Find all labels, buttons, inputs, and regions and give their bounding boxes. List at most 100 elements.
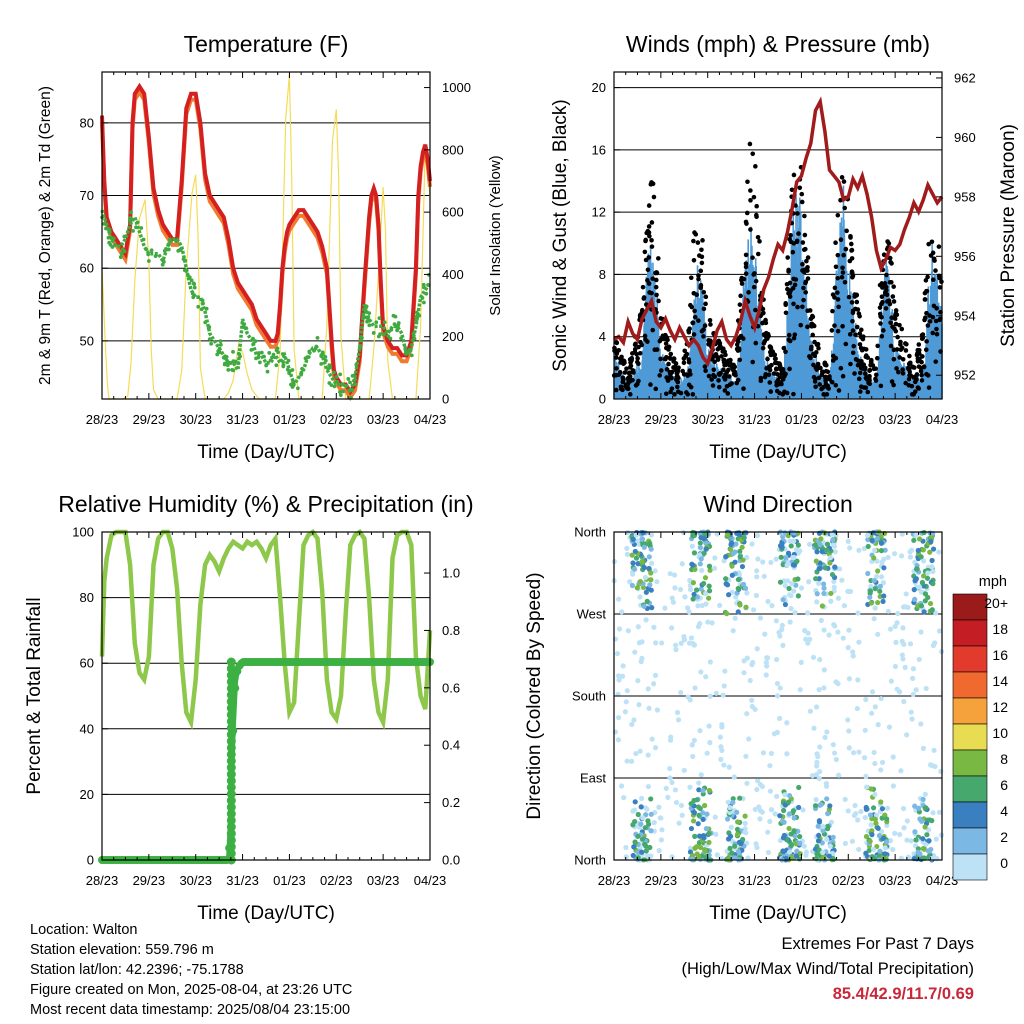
direction-point — [814, 759, 820, 765]
direction-point — [893, 639, 899, 645]
direction-point — [863, 850, 869, 856]
direction-point — [695, 804, 702, 810]
gust-point — [739, 281, 745, 286]
direction-point — [623, 844, 629, 851]
direction-point — [884, 816, 890, 822]
y-tick-label-right: 0.4 — [442, 738, 460, 753]
dewpoint-point — [343, 383, 348, 388]
direction-point — [669, 625, 675, 631]
gust-point — [917, 356, 922, 362]
direction-point — [871, 749, 877, 756]
direction-point — [785, 799, 792, 805]
gust-point — [888, 280, 894, 285]
dewpoint-point — [251, 336, 255, 341]
dewpoint-point — [190, 291, 195, 296]
direction-point — [678, 802, 685, 809]
dewpoint-point — [295, 386, 300, 391]
direction-point — [616, 677, 622, 683]
gust-point — [889, 315, 894, 321]
direction-point — [897, 831, 903, 838]
gust-point — [877, 305, 883, 310]
direction-point — [784, 751, 790, 757]
direction-point — [929, 557, 935, 564]
direction-point — [701, 847, 708, 853]
gust-point — [658, 316, 664, 321]
direction-point — [647, 582, 653, 588]
direction-point — [786, 825, 792, 832]
direction-point — [835, 629, 841, 635]
gust-point — [933, 318, 939, 324]
gust-point — [792, 332, 798, 337]
direction-point — [780, 835, 787, 841]
direction-point — [641, 603, 647, 609]
dewpoint-point — [341, 389, 345, 394]
direction-point — [632, 649, 638, 655]
precip-point — [226, 697, 236, 707]
dewpoint-line — [100, 209, 432, 396]
direction-point — [780, 642, 786, 649]
gust-point — [760, 320, 765, 326]
direction-point — [865, 543, 871, 550]
direction-point — [817, 769, 823, 775]
direction-point — [749, 662, 755, 668]
colorbar-swatch — [952, 593, 988, 621]
direction-point — [696, 787, 702, 793]
direction-point — [878, 799, 884, 805]
x-axis-label: Time (Day/UTC) — [709, 903, 847, 924]
direction-point — [912, 829, 918, 835]
direction-point — [863, 784, 870, 790]
direction-point — [697, 621, 703, 627]
gust-point — [614, 366, 619, 371]
direction-point — [692, 833, 698, 839]
y-tick-label: 80 — [80, 115, 94, 130]
direction-point — [819, 603, 825, 609]
direction-point — [877, 848, 883, 854]
gust-point — [786, 332, 792, 338]
colorbar-label: 8 — [1000, 751, 1008, 767]
direction-point — [730, 799, 736, 806]
x-tick-label: 30/23 — [691, 873, 724, 888]
gust-point — [691, 238, 696, 244]
direction-point — [824, 826, 831, 832]
direction-point — [777, 633, 783, 639]
direction-point — [672, 787, 679, 793]
direction-point — [829, 531, 835, 537]
dewpoint-point — [221, 355, 226, 360]
gust-point — [751, 194, 757, 200]
dewpoint-point — [264, 363, 269, 368]
direction-point — [791, 562, 797, 568]
precip-point — [226, 690, 236, 700]
gust-point — [922, 317, 927, 323]
y-tick-label: North — [574, 853, 606, 868]
gust-point — [675, 384, 680, 390]
dewpoint-point — [358, 345, 363, 349]
gust-point — [684, 390, 689, 395]
colorbar-label: 20+ — [984, 595, 1008, 611]
gust-point — [889, 379, 895, 384]
gust-point — [892, 316, 898, 321]
direction-point — [878, 767, 884, 773]
gust-point — [768, 344, 774, 350]
gust-point — [893, 308, 899, 313]
gust-point — [699, 247, 704, 253]
gust-point — [783, 349, 788, 355]
gust-point — [669, 375, 674, 381]
direction-point — [820, 828, 826, 834]
direction-point — [665, 794, 671, 800]
y-tick-label-right: 962 — [954, 70, 976, 85]
extremes-subtitle: (High/Low/Max Wind/Total Precipitation) — [681, 960, 974, 978]
direction-point — [821, 585, 827, 591]
direction-point — [875, 599, 881, 606]
direction-point — [872, 605, 878, 611]
gust-point — [916, 351, 922, 356]
direction-point — [839, 577, 845, 583]
dewpoint-point — [128, 216, 133, 220]
gust-point — [857, 362, 863, 368]
direction-point — [884, 805, 891, 811]
gust-point — [809, 322, 814, 327]
dewpoint-point — [218, 339, 223, 343]
dewpoint-point — [422, 300, 426, 305]
chart-title: Wind Direction — [703, 491, 853, 517]
direction-point — [700, 816, 706, 823]
dewpoint-point — [409, 353, 414, 358]
